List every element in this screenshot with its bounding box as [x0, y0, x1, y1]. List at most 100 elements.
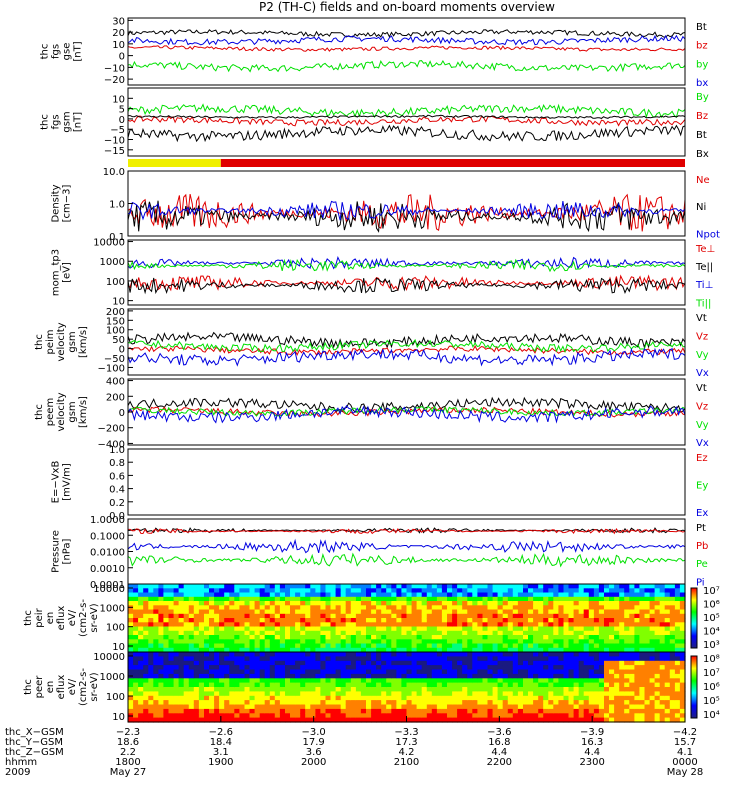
spectrogram-cell	[634, 695, 641, 701]
spectrogram-cell	[355, 609, 362, 615]
spectrogram-cell	[239, 605, 246, 611]
spectrogram-cell	[183, 713, 190, 719]
spectrogram-cell	[143, 584, 149, 589]
spectrogram-cell	[249, 704, 256, 710]
spectrogram-cell	[183, 704, 190, 710]
spectrogram-cell	[593, 626, 600, 632]
spectrogram-cell	[148, 669, 154, 675]
spectrogram-cell	[244, 704, 251, 710]
spectrogram-cell	[305, 673, 311, 679]
spectrogram-cell	[214, 704, 220, 710]
spectrogram-cell	[431, 588, 438, 594]
spectrogram-cell	[340, 665, 347, 671]
spectrogram-cell	[649, 647, 656, 653]
spectrogram-cell	[274, 673, 281, 679]
spectrogram-cell	[634, 700, 641, 706]
spectrogram-cell	[406, 609, 413, 615]
spectrogram-cell	[381, 665, 387, 671]
spectrogram-cell	[330, 691, 337, 697]
spectrogram-cell	[305, 682, 311, 688]
spectrogram-cell	[568, 665, 575, 671]
spectrogram-cell	[664, 626, 671, 632]
spectrogram-cell	[507, 639, 514, 645]
spectrogram-cell	[285, 584, 291, 589]
spectrogram-cell	[664, 584, 671, 589]
spectrogram-cell	[553, 609, 559, 615]
spectrogram-cell	[563, 635, 570, 640]
spectrogram-cell	[664, 700, 671, 706]
spectrogram-cell	[335, 656, 342, 662]
spectrogram-cell	[664, 687, 671, 692]
spectrogram-cell	[624, 588, 630, 594]
spectrogram-cell	[512, 588, 519, 594]
spectrogram-cell	[244, 601, 251, 606]
spectrogram-cell	[497, 626, 504, 632]
spectrogram-cell	[376, 704, 382, 710]
spectrogram-cell	[598, 613, 605, 619]
spectrogram-cell	[264, 592, 271, 598]
spectrogram-cell	[507, 700, 514, 706]
spectrogram-cell	[573, 652, 580, 657]
spectrogram-cell	[457, 656, 463, 662]
spectrogram-cell	[209, 613, 215, 619]
spectrogram-cell	[482, 717, 489, 723]
spectrogram-cell	[300, 626, 306, 632]
spectrogram-cell	[204, 678, 210, 684]
spectrogram-cell	[396, 601, 403, 606]
spectrogram-cell	[533, 613, 539, 619]
spectrogram-cell	[669, 678, 676, 684]
spectrogram-cell	[360, 713, 367, 719]
spectrogram-cell	[396, 622, 403, 628]
spectrogram-cell	[381, 678, 387, 684]
spectrogram-cell	[163, 700, 170, 706]
spectrogram-cell	[285, 682, 291, 688]
spectrogram-cell	[345, 678, 352, 684]
spectrogram-cell	[214, 673, 220, 679]
spectrogram-cell	[204, 601, 210, 606]
spectrogram-cell	[158, 665, 165, 671]
spectrogram-cell	[366, 669, 372, 675]
spectrogram-cell	[416, 635, 423, 640]
spectrogram-cell	[629, 708, 635, 714]
spectrogram-cell	[436, 652, 443, 657]
x-axis-row-label: thc_Z−GSM	[5, 747, 64, 758]
spectrogram-cell	[563, 704, 570, 710]
spectrogram-cell	[305, 704, 311, 710]
spectrogram-cell	[350, 609, 357, 615]
y-axis-label: sr-eV)	[89, 603, 100, 632]
spectrogram-cell	[345, 695, 352, 701]
spectrogram-cell	[492, 647, 499, 653]
spectrogram-cell	[558, 618, 565, 623]
spectrogram-cell	[614, 652, 620, 657]
spectrogram-cell	[188, 687, 195, 692]
spectrogram-cell	[598, 618, 605, 623]
spectrogram-cell	[254, 639, 261, 645]
spectrogram-cell	[472, 687, 478, 692]
spectrogram-cell	[497, 665, 504, 671]
spectrogram-cell	[604, 669, 610, 675]
spectrogram-cell	[482, 713, 489, 719]
spectrogram-cell	[335, 626, 342, 632]
spectrogram-cell	[664, 643, 671, 649]
spectrogram-cell	[492, 700, 499, 706]
spectrogram-cell	[674, 622, 681, 628]
spectrogram-cell	[366, 695, 372, 701]
spectrogram-cell	[598, 678, 605, 684]
spectrogram-cell	[568, 643, 575, 649]
spectrogram-cell	[659, 717, 666, 723]
spectrogram-cell	[431, 700, 438, 706]
spectrogram-cell	[360, 596, 367, 602]
spectrogram-cell	[239, 601, 246, 606]
spectrogram-cell	[421, 647, 428, 653]
spectrogram-cell	[224, 635, 230, 640]
spectrogram-cell	[426, 639, 433, 645]
spectrogram-cell	[290, 584, 296, 589]
y-tick-label: 50	[112, 335, 125, 346]
x-tick-label: −3.3	[394, 727, 418, 738]
spectrogram-cell	[269, 665, 276, 671]
spectrogram-cell	[426, 635, 433, 640]
spectrogram-cell	[548, 618, 554, 623]
series-line-Te⊥	[127, 274, 686, 292]
spectrogram-cell	[598, 652, 605, 657]
spectrogram-cell	[254, 626, 261, 632]
